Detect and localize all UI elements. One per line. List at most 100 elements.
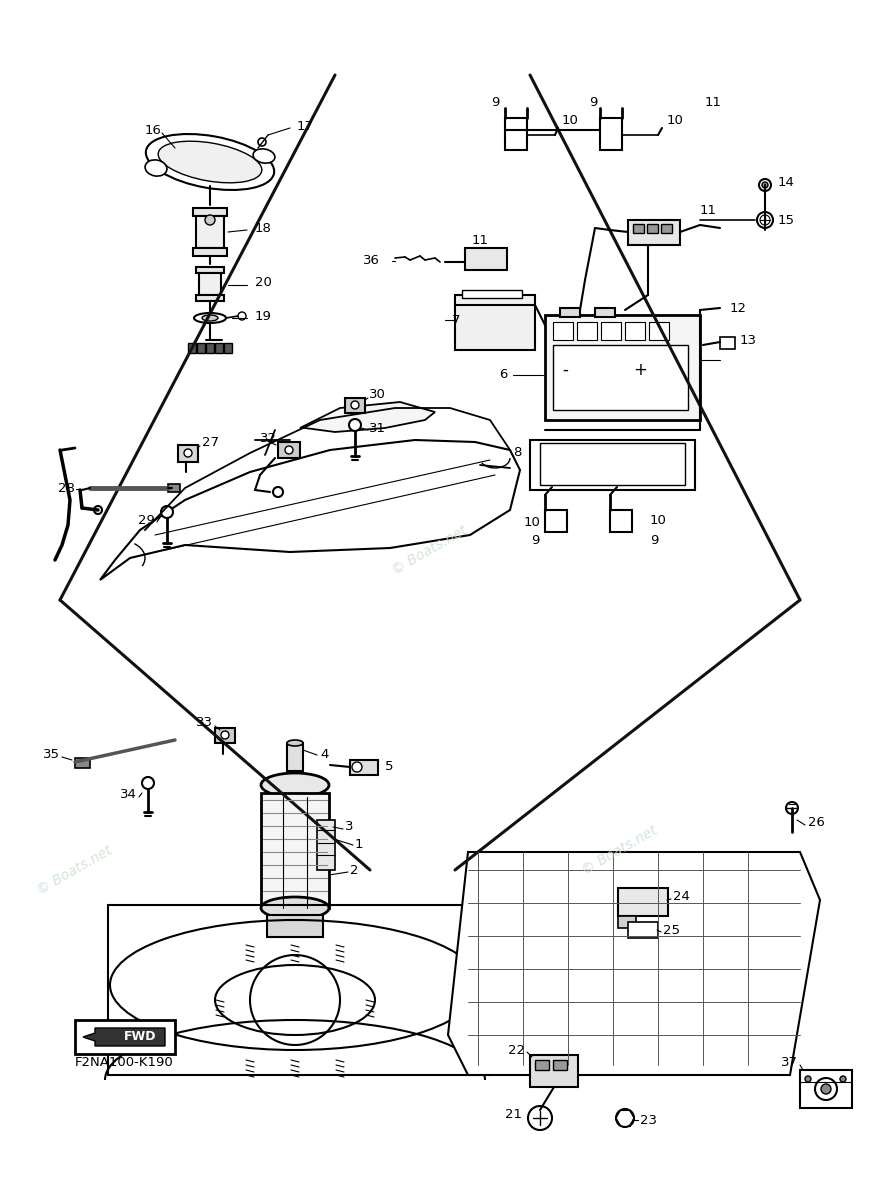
Bar <box>215 728 235 743</box>
Bar <box>633 224 644 233</box>
Text: 37: 37 <box>781 1056 798 1069</box>
Bar <box>720 337 735 349</box>
Bar <box>530 1055 578 1087</box>
Bar <box>206 343 214 353</box>
Text: 3: 3 <box>345 821 354 834</box>
Circle shape <box>205 215 215 226</box>
Bar <box>455 295 535 350</box>
Bar <box>553 346 688 410</box>
Text: 2: 2 <box>350 864 359 876</box>
Bar <box>188 343 196 353</box>
Bar <box>108 905 490 1075</box>
Text: 33: 33 <box>196 715 213 728</box>
Circle shape <box>351 401 359 409</box>
Bar <box>610 510 632 532</box>
Bar <box>178 445 198 462</box>
Bar <box>540 443 685 485</box>
Bar <box>647 224 658 233</box>
Ellipse shape <box>158 142 262 182</box>
Text: 9: 9 <box>492 96 500 109</box>
Ellipse shape <box>145 160 167 176</box>
Text: 14: 14 <box>778 176 795 190</box>
Text: 10: 10 <box>650 514 667 527</box>
Text: 24: 24 <box>673 889 690 902</box>
Polygon shape <box>83 1028 165 1046</box>
Text: 30: 30 <box>369 389 386 402</box>
Bar <box>278 442 300 458</box>
Text: 15: 15 <box>778 214 795 227</box>
Bar <box>193 248 227 256</box>
Bar <box>505 118 527 150</box>
Circle shape <box>258 138 266 146</box>
Text: 23: 23 <box>640 1114 657 1127</box>
Bar <box>628 922 658 938</box>
Bar <box>553 1060 567 1070</box>
Bar <box>290 793 300 805</box>
Text: 32: 32 <box>260 432 277 444</box>
Bar <box>577 322 597 340</box>
Circle shape <box>786 802 798 814</box>
Circle shape <box>805 1076 811 1082</box>
Text: F2NA100-K190: F2NA100-K190 <box>75 1056 174 1068</box>
Text: 9: 9 <box>650 534 659 546</box>
Text: 22: 22 <box>508 1044 525 1056</box>
Text: 11: 11 <box>705 96 722 109</box>
Text: © Boats.net: © Boats.net <box>390 523 470 577</box>
Circle shape <box>757 212 773 228</box>
Circle shape <box>616 1109 634 1127</box>
Circle shape <box>821 1084 831 1094</box>
Ellipse shape <box>261 898 329 919</box>
Bar <box>197 343 205 353</box>
Bar <box>287 743 303 770</box>
Circle shape <box>142 778 154 790</box>
Text: 18: 18 <box>255 222 272 234</box>
Text: 10: 10 <box>562 114 579 126</box>
Polygon shape <box>448 852 820 1075</box>
Text: © Boats.net: © Boats.net <box>580 823 660 877</box>
Text: 1: 1 <box>355 839 363 852</box>
Bar <box>267 914 323 937</box>
Text: 27: 27 <box>202 437 219 450</box>
Circle shape <box>184 449 192 457</box>
Bar <box>560 308 580 317</box>
Text: +: + <box>633 361 647 379</box>
Circle shape <box>352 762 362 772</box>
Circle shape <box>759 179 771 191</box>
Bar <box>545 510 567 532</box>
Circle shape <box>815 1078 837 1100</box>
Bar <box>317 820 335 870</box>
Bar <box>350 760 378 775</box>
Circle shape <box>285 446 293 454</box>
Circle shape <box>238 312 246 320</box>
Bar <box>625 322 645 340</box>
Bar <box>553 322 573 340</box>
Text: 21: 21 <box>505 1109 522 1122</box>
Bar <box>530 440 695 490</box>
Bar <box>282 793 292 805</box>
Text: 11: 11 <box>472 234 489 246</box>
Text: 9: 9 <box>588 96 597 109</box>
Circle shape <box>762 182 768 188</box>
Bar <box>224 343 232 353</box>
Text: 10: 10 <box>523 516 540 529</box>
Text: 36: 36 <box>363 254 380 268</box>
Circle shape <box>94 506 102 514</box>
Bar <box>193 208 227 216</box>
Text: 20: 20 <box>255 276 272 289</box>
Circle shape <box>273 487 283 497</box>
Text: 34: 34 <box>120 788 137 802</box>
Text: 12: 12 <box>730 301 747 314</box>
Ellipse shape <box>261 773 329 797</box>
Bar <box>75 758 90 768</box>
Text: 11: 11 <box>700 204 717 216</box>
Bar <box>600 118 622 150</box>
Bar <box>199 272 221 295</box>
Bar <box>649 322 669 340</box>
Text: 16: 16 <box>145 124 162 137</box>
Bar <box>75 1020 175 1054</box>
Text: 10: 10 <box>667 114 684 126</box>
Bar <box>196 295 224 301</box>
Text: 29: 29 <box>138 514 155 527</box>
Bar <box>215 343 223 353</box>
Text: 13: 13 <box>740 334 757 347</box>
